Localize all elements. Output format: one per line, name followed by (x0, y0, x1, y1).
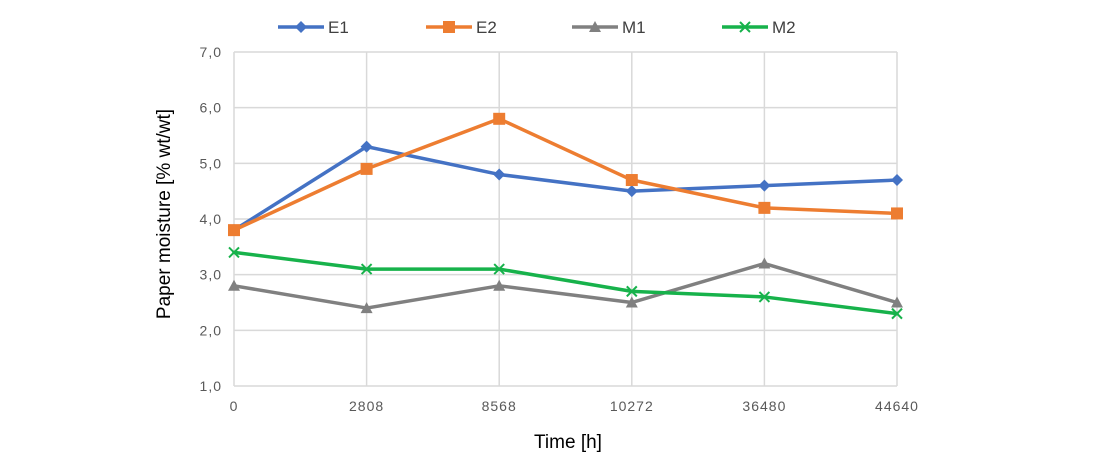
data-point-e2 (493, 112, 506, 125)
legend-marker (589, 21, 601, 32)
y-tick-label: 5,0 (200, 155, 222, 171)
data-point-m2 (360, 263, 373, 275)
series-group (228, 112, 903, 320)
data-point-e2 (625, 174, 638, 187)
y-axis-title: Paper moisture [% wt/wt] (154, 109, 175, 319)
y-tick-label: 3,0 (200, 267, 222, 283)
grid (233, 51, 898, 387)
legend-marker (295, 21, 307, 33)
data-point-m1 (891, 296, 903, 308)
data-point-e2 (228, 224, 240, 237)
data-point-m1 (228, 279, 240, 291)
x-axis-title: Time [h] (534, 432, 602, 453)
series-line-e1 (232, 144, 899, 232)
y-axis: 1,0 2,0 3,0 4,0 5,0 6,0 7,0 (200, 44, 222, 394)
y-tick-label: 4,0 (200, 211, 222, 227)
data-point-m2 (626, 285, 638, 298)
legend-item-m2: M2 (722, 18, 796, 37)
x-tick-label: 0 (230, 398, 239, 414)
y-tick-label: 2,0 (200, 322, 222, 338)
series-line-e2 (232, 117, 899, 232)
y-tick-label: 6,0 (200, 100, 222, 116)
legend-marker (739, 21, 751, 33)
legend-item-e1: E1 (278, 18, 349, 37)
legend-label: E2 (476, 18, 497, 37)
x-tick-label: 2808 (349, 398, 384, 414)
data-point-e2 (758, 201, 771, 214)
data-point-m1 (493, 279, 506, 291)
data-point-e1 (493, 168, 506, 181)
y-tick-label: 7,0 (200, 44, 222, 60)
data-point-e1 (360, 140, 373, 153)
x-axis: 0 2808 8568 10272 36480 44640 (230, 398, 919, 414)
x-tick-label: 8568 (482, 398, 517, 414)
data-point-m2 (228, 246, 240, 259)
legend: E1 E2 M1 M2 (278, 18, 796, 37)
data-point-e1 (625, 185, 638, 198)
legend-label: E1 (328, 18, 349, 37)
data-point-m2 (493, 263, 505, 275)
series-line-m2 (232, 250, 899, 316)
series-e1 (228, 140, 903, 237)
x-tick-label: 10272 (610, 398, 654, 414)
data-point-e1 (758, 179, 771, 192)
data-point-m1 (625, 296, 638, 308)
x-tick-label: 44640 (875, 398, 919, 414)
x-tick-label: 36480 (742, 398, 786, 414)
data-point-m1 (360, 302, 373, 314)
series-m2 (228, 246, 903, 320)
series-m1 (228, 257, 903, 314)
series-line-m1 (232, 261, 899, 310)
y-tick-label: 1,0 (200, 378, 222, 394)
legend-item-m1: M1 (572, 18, 646, 37)
legend-marker (443, 21, 455, 33)
data-point-e1 (891, 174, 903, 187)
legend-label: M1 (622, 18, 646, 37)
data-point-e2 (891, 207, 903, 220)
legend-item-e2: E2 (426, 18, 497, 37)
data-point-m1 (758, 257, 771, 269)
legend-label: M2 (772, 18, 796, 37)
data-point-m2 (891, 307, 903, 320)
data-point-e2 (360, 162, 373, 175)
series-e2 (228, 112, 903, 237)
data-point-m2 (758, 291, 771, 303)
